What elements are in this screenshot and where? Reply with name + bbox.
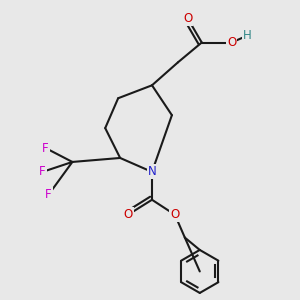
Text: N: N	[148, 165, 156, 178]
Text: O: O	[124, 208, 133, 221]
Text: O: O	[227, 36, 236, 49]
Text: F: F	[39, 165, 46, 178]
Text: H: H	[243, 29, 252, 42]
Text: F: F	[45, 188, 52, 201]
Text: F: F	[42, 142, 49, 154]
Text: O: O	[170, 208, 179, 221]
Text: O: O	[183, 12, 192, 25]
